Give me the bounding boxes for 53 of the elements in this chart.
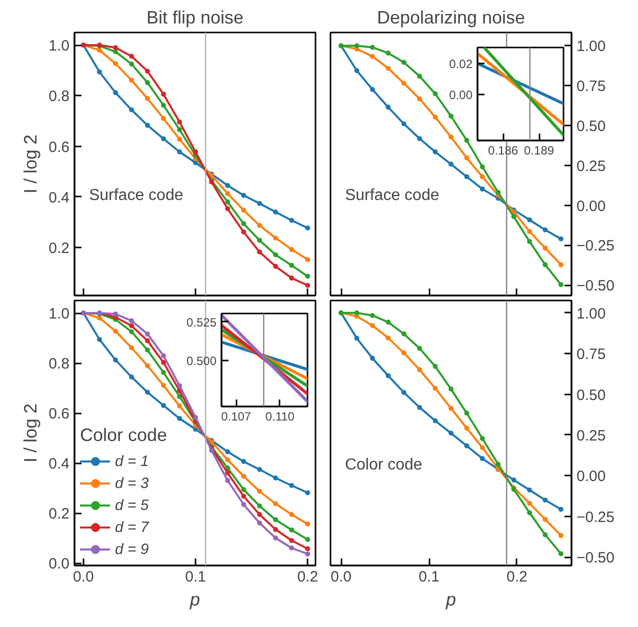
x-tick-label: 0.110 <box>265 410 295 424</box>
y-tick-label: 0.2 <box>48 240 70 257</box>
y-tick-label: 0.02 <box>449 57 473 72</box>
legend-label: d = 7 <box>115 518 149 536</box>
y-tick-label: 0.6 <box>48 138 70 156</box>
y-tick-label: 1.00 <box>576 305 606 322</box>
legend-label: d = 5 <box>115 496 149 514</box>
y-tick-label: 0.00 <box>576 198 606 215</box>
x-axis-title: p <box>444 590 456 610</box>
annotation: Surface code <box>344 187 440 204</box>
x-tick-label: 0.107 <box>221 410 252 424</box>
legend-label: d = 1 <box>115 452 149 470</box>
annotation: Surface code <box>88 187 184 204</box>
y-tick-label: 0.8 <box>48 356 70 372</box>
legend-label: d = 3 <box>115 474 149 492</box>
y-tick-label: 1.0 <box>48 306 70 322</box>
legend-title: Color code <box>80 425 168 446</box>
y-tick-label: 0.75 <box>576 346 606 364</box>
x-tick-label: 0.1 <box>418 568 440 586</box>
x-tick-label: 0.2 <box>506 568 528 586</box>
y-tick-label: 0.6 <box>48 406 70 422</box>
y-tick-label: 0.4 <box>48 456 70 472</box>
y-tick-label: 0.00 <box>576 468 606 486</box>
y-tick-label: 0.525 <box>186 315 217 330</box>
y-tick-label: 1.00 <box>576 38 606 56</box>
x-tick-label: 0.1 <box>185 568 206 586</box>
y-axis-title: I / log 2 <box>20 403 41 463</box>
y-tick-label: 0.2 <box>48 506 70 522</box>
y-axis-title: I / log 2 <box>20 134 41 194</box>
y-tick-label: 0.50 <box>576 386 606 404</box>
chart-title: Bit flip noise <box>146 8 244 28</box>
y-tick-label: 0.4 <box>48 189 70 206</box>
chart-title: Depolarizing noise <box>376 8 526 28</box>
x-tick-label: 0.189 <box>524 144 554 158</box>
y-tick-label: −0.25 <box>576 508 614 526</box>
x-tick-label: 0.0 <box>330 568 352 586</box>
y-tick-label: 0.25 <box>576 158 606 175</box>
y-tick-label: 0.500 <box>186 354 217 368</box>
annotation: Color code <box>344 456 422 474</box>
y-tick-label: −0.50 <box>576 278 614 295</box>
y-tick-label: 1.0 <box>48 38 70 55</box>
y-tick-label: 0.00 <box>449 88 473 102</box>
y-tick-label: 0.8 <box>48 88 70 106</box>
y-tick-label: 0.0 <box>48 556 70 572</box>
x-axis-title: p <box>188 590 200 610</box>
y-tick-label: 0.75 <box>576 78 606 96</box>
y-tick-label: −0.50 <box>576 550 614 567</box>
y-tick-label: −0.25 <box>576 238 614 255</box>
y-tick-label: 0.25 <box>576 427 606 444</box>
y-tick-label: 0.50 <box>576 118 606 136</box>
legend-label: d = 9 <box>115 540 149 558</box>
x-tick-label: 0.0 <box>73 568 94 586</box>
x-tick-label: 0.2 <box>297 568 318 586</box>
